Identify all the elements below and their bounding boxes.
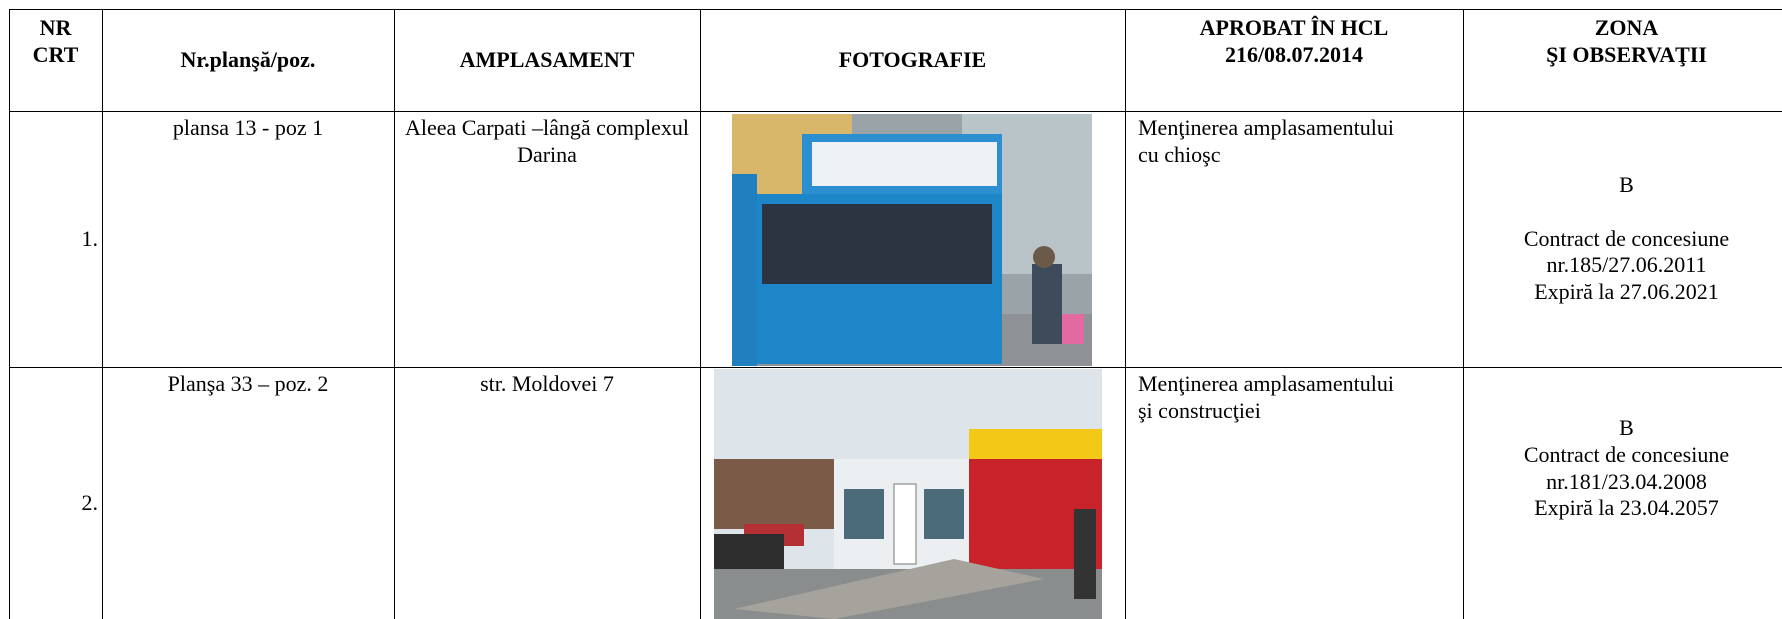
plansa-cell: plansa 13 - poz 1 xyxy=(102,111,394,367)
aprobat-cell: Menţinerea amplasamentului şi construcţi… xyxy=(1125,367,1463,619)
zona-text: Contract de concesiune xyxy=(1523,225,1730,251)
table-rule xyxy=(9,111,1782,112)
header-cell: NR CRT xyxy=(9,9,102,111)
zona-text: nr.181/23.04.2008 xyxy=(1546,468,1707,494)
zona-text xyxy=(1463,199,1782,226)
plansa-cell: Planşa 33 – poz. 2 xyxy=(102,367,394,619)
table-rule xyxy=(9,9,10,619)
row-number-cell: 1. xyxy=(9,111,102,367)
table-rule xyxy=(394,9,395,619)
table-rule xyxy=(9,367,1782,368)
header-cell: AMPLASAMENT xyxy=(394,9,700,111)
zona-cell: B Contract de concesiune nr.185/27.06.2011… xyxy=(1463,111,1782,367)
shop-photo xyxy=(714,369,1102,619)
zona-text: nr.185/27.06.2011 xyxy=(1546,252,1707,278)
table-rule xyxy=(1125,9,1126,619)
header-cell: Nr.planşă/poz. xyxy=(102,9,394,111)
zona-text: Contract de concesiune xyxy=(1523,441,1730,467)
table-rule xyxy=(1463,9,1464,619)
row-number: 2. xyxy=(81,490,99,516)
aprobat-text: Menţinerea amplasamentului şi construcţi… xyxy=(1138,371,1394,423)
header-text: FOTOGRAFIE xyxy=(838,46,987,72)
amplasament-cell: str. Moldovei 7 xyxy=(394,367,700,619)
amplasament-text: str. Moldovei 7 xyxy=(480,371,614,396)
table-rule xyxy=(700,9,701,619)
zona-text: Expiră la 23.04.2057 xyxy=(1534,495,1719,521)
table-rule xyxy=(9,9,1782,10)
table-rule xyxy=(102,9,103,619)
kiosk-photo xyxy=(732,114,1092,366)
aprobat-text: Menţinerea amplasamentului cu chioşc xyxy=(1138,115,1394,167)
header-text: APROBAT ÎN HCL xyxy=(1199,15,1389,40)
row-number: 1. xyxy=(81,225,99,251)
header-text: AMPLASAMENT xyxy=(459,46,635,72)
header-text: Nr.planşă/poz. xyxy=(180,46,316,72)
plansa-text: Planşa 33 – poz. 2 xyxy=(167,371,329,396)
header-cell: ZONA ŞI OBSERVAŢII xyxy=(1463,9,1782,111)
header-text: NR xyxy=(39,15,72,40)
zona-text: Expiră la 27.06.2021 xyxy=(1534,279,1719,305)
header-text: ZONA xyxy=(1594,15,1659,40)
header-text: 216/08.07.2014 xyxy=(1224,41,1364,67)
row-number-cell: 2. xyxy=(9,367,102,619)
aprobat-cell: Menţinerea amplasamentului cu chioşc xyxy=(1125,111,1463,367)
amplasament-text: Aleea Carpati –lângă complexul Darina xyxy=(404,115,690,167)
plansa-text: plansa 13 - poz 1 xyxy=(172,115,324,140)
zona-text: B xyxy=(1619,414,1634,440)
header-text: ŞI OBSERVAŢII xyxy=(1546,41,1707,67)
zona-cell: B Contract de concesiune nr.181/23.04.2008… xyxy=(1463,367,1782,619)
amplasament-cell: Aleea Carpati –lângă complexul Darina xyxy=(394,111,700,367)
header-cell: APROBAT ÎN HCL 216/08.07.2014 xyxy=(1125,9,1463,111)
header-text: CRT xyxy=(32,41,79,67)
zona-text: B xyxy=(1619,171,1634,197)
header-cell: FOTOGRAFIE xyxy=(700,9,1125,111)
